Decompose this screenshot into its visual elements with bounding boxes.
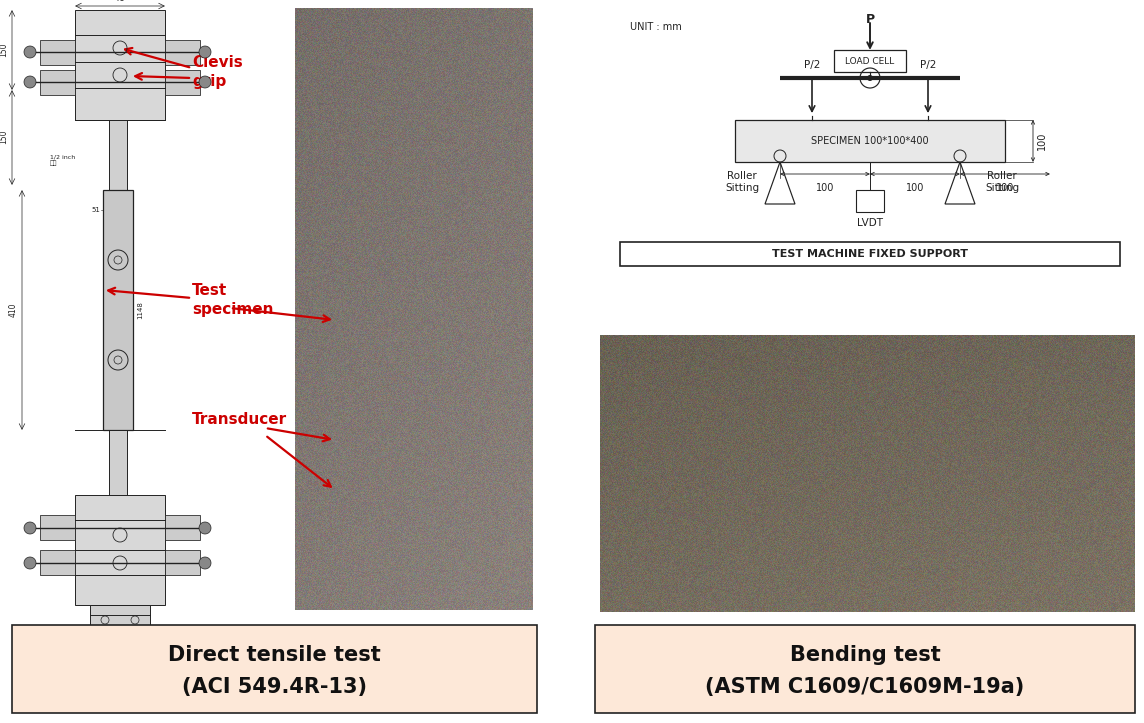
Circle shape [24, 522, 35, 534]
Bar [165, 515, 200, 540]
Text: 51: 51 [92, 207, 100, 213]
Circle shape [199, 46, 210, 58]
Bar [40, 70, 76, 95]
Text: LVDT: LVDT [857, 218, 883, 228]
Text: LOAD CELL: LOAD CELL [845, 56, 895, 66]
Text: (ACI 549.4R-13): (ACI 549.4R-13) [182, 677, 367, 697]
Text: 150: 150 [0, 129, 8, 145]
Bar [165, 550, 200, 575]
Bar [856, 190, 884, 212]
Text: Roller
Sitting: Roller Sitting [725, 171, 760, 193]
Text: TEST MACHINE FIXED SUPPORT: TEST MACHINE FIXED SUPPORT [772, 249, 968, 259]
Text: Direct tensile test: Direct tensile test [168, 645, 381, 665]
Text: 1148: 1148 [137, 301, 143, 319]
Text: P/2: P/2 [920, 60, 936, 70]
Bar [109, 430, 127, 495]
Bar [76, 495, 165, 605]
Bar [109, 120, 127, 190]
Text: 150: 150 [0, 43, 8, 57]
Text: 100: 100 [906, 183, 924, 193]
Circle shape [24, 46, 35, 58]
Text: 100: 100 [1036, 132, 1047, 150]
Text: (ASTM C1609/C1609M-19a): (ASTM C1609/C1609M-19a) [706, 677, 1025, 697]
Text: 100: 100 [816, 183, 834, 193]
Text: 100: 100 [995, 183, 1015, 193]
Bar [734, 120, 1004, 162]
Bar [11, 625, 537, 713]
Text: Roller
Sitting: Roller Sitting [985, 171, 1019, 193]
Text: UNIT : mm: UNIT : mm [630, 22, 682, 32]
Text: Test
specimen: Test specimen [192, 283, 273, 317]
Text: Transducer: Transducer [192, 413, 287, 427]
Bar [90, 605, 150, 635]
Bar [76, 10, 165, 120]
Text: 75: 75 [116, 0, 125, 3]
Text: Bending test: Bending test [789, 645, 940, 665]
Text: 1/2 inch
사용: 1/2 inch 사용 [50, 154, 76, 166]
Circle shape [199, 522, 210, 534]
Bar [165, 70, 200, 95]
Bar [165, 40, 200, 65]
Circle shape [24, 557, 35, 569]
Bar [40, 515, 76, 540]
Bar [40, 550, 76, 575]
Bar [103, 190, 133, 430]
Text: 410: 410 [9, 303, 18, 317]
Circle shape [24, 76, 35, 88]
Bar [834, 50, 906, 72]
Bar [595, 625, 1135, 713]
Bar [40, 40, 76, 65]
Circle shape [199, 76, 210, 88]
Bar [620, 242, 1120, 266]
Text: SPECIMEN 100*100*400: SPECIMEN 100*100*400 [811, 136, 929, 146]
Circle shape [867, 75, 873, 81]
Circle shape [199, 557, 210, 569]
Text: P/2: P/2 [804, 60, 820, 70]
Text: Clevis
grip: Clevis grip [192, 55, 243, 89]
Text: P: P [866, 13, 874, 26]
